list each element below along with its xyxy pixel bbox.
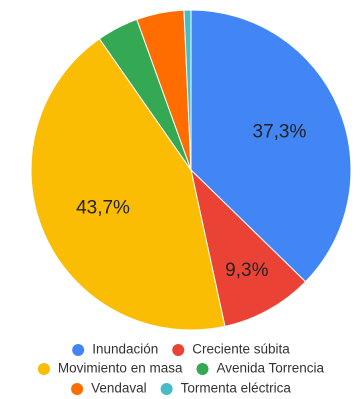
legend-label: Tormenta eléctrica <box>181 381 292 396</box>
legend: Inundación Creciente súbita Movimiento en … <box>37 342 325 396</box>
legend-item[interactable]: Avenida Torrencia <box>196 361 325 376</box>
legend-item[interactable]: Tormenta eléctrica <box>160 381 292 396</box>
pie-slice-inundación[interactable] <box>190 9 352 283</box>
legend-swatch-icon <box>72 344 85 356</box>
legend-label: Creciente súbita <box>192 342 290 357</box>
slice-data-label: 37,3% <box>253 122 307 143</box>
legend-item[interactable]: Inundación <box>72 342 158 357</box>
legend-label: Vendaval <box>91 381 147 396</box>
legend-swatch-icon <box>160 383 173 395</box>
legend-label: Inundación <box>92 342 158 357</box>
legend-item[interactable]: Vendaval <box>71 381 147 396</box>
pie-slice-movimiento-en-masa[interactable] <box>30 38 226 331</box>
legend-row: Inundación Creciente súbita <box>72 342 290 357</box>
pie-slices <box>30 9 352 331</box>
legend-item[interactable]: Movimiento en masa <box>37 361 183 376</box>
slice-data-label: 9,3% <box>225 260 268 281</box>
pie-slice-creciente-súbita[interactable] <box>190 168 307 327</box>
legend-swatch-icon <box>172 344 185 356</box>
slice-data-label: 43,7% <box>76 197 130 218</box>
legend-swatch-icon <box>71 383 84 395</box>
legend-row: Vendaval Tormenta eléctrica <box>71 381 291 396</box>
legend-swatch-icon <box>196 363 209 375</box>
legend-label: Movimiento en masa <box>58 361 183 376</box>
legend-row: Movimiento en masa Avenida Torrencia <box>37 361 325 376</box>
legend-label: Avenida Torrencia <box>216 361 324 376</box>
slice-labels: 37,3% 9,3% 43,7% <box>76 122 306 281</box>
pie-slice-tormenta-eléctrica[interactable] <box>183 9 192 171</box>
legend-item[interactable]: Creciente súbita <box>172 342 290 357</box>
legend-swatch-icon <box>37 363 50 375</box>
